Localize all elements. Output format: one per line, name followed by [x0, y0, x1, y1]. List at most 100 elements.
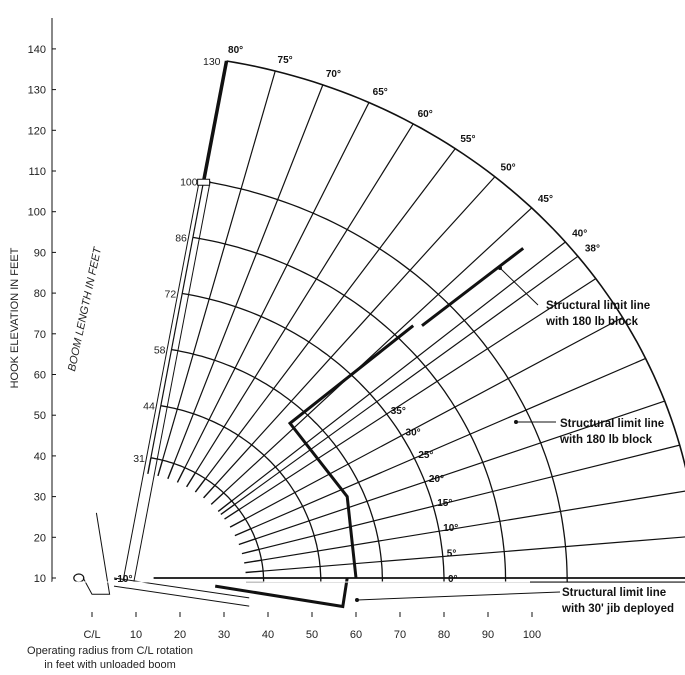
ray-angle-50	[214, 176, 496, 486]
callout-arrow-2	[514, 420, 518, 424]
x-tick-label-80: 80	[438, 629, 450, 641]
angle-label-40: 40°	[572, 229, 587, 240]
angle-label-35: 35°	[391, 406, 406, 417]
y-tick-label-70: 70	[34, 329, 46, 341]
ray-angle-25	[250, 357, 646, 530]
angle-label-70: 70°	[326, 69, 341, 80]
callout-3-line-1: Structural limit line	[562, 587, 666, 599]
ray-angle-35	[238, 278, 597, 511]
x-tick-label-20: 20	[174, 629, 186, 641]
x-tick-labels: C/L 10 20 30 40 50 60 70 80 90 100	[83, 612, 541, 641]
callout-1-line-1: Structural limit line	[546, 300, 650, 312]
x-axis-title-line-1: Operating radius from C/L rotation	[27, 645, 193, 657]
limit-line-3	[214, 577, 349, 609]
angle-label-15: 15°	[437, 498, 452, 509]
y-tick-label-30: 30	[34, 492, 46, 504]
tick-angle-60	[186, 472, 196, 488]
angle-label-5: 5°	[447, 549, 457, 560]
x-tick-label-70: 70	[394, 629, 406, 641]
boom-angle-labels: 80° 75° 70° 65° 60° 55° 50° 45° 40° 38° 35°30° 25° 2…	[114, 45, 600, 585]
angle-label-30: 30°	[406, 428, 421, 439]
boom-length-label-58: 58	[154, 345, 166, 357]
x-tick-label-100: 100	[523, 629, 541, 641]
angle-label-38: 38°	[585, 243, 600, 254]
jib	[201, 60, 229, 182]
x-tick-label-40: 40	[262, 629, 274, 641]
tick-angle-20	[238, 538, 256, 546]
angle-label-20: 20°	[429, 474, 444, 485]
boom-length-label-31: 31	[133, 453, 145, 465]
ray-angle-65	[184, 102, 370, 468]
callout-leader-3	[356, 591, 561, 601]
boom-heel	[73, 573, 85, 583]
y-tick-label-130: 130	[28, 85, 46, 97]
tick-angle-38	[220, 503, 236, 515]
ray-angle-40	[231, 241, 566, 502]
angle-label-45: 45°	[538, 194, 553, 205]
limit-lines	[214, 247, 561, 609]
boom-low-outline-top	[113, 577, 250, 599]
y-tick-label-60: 60	[34, 370, 46, 382]
callout-2-line-2: with 180 lb block	[559, 434, 653, 446]
tick-angle-40	[217, 500, 233, 512]
axes	[51, 18, 685, 583]
tick-angle-45	[210, 492, 225, 505]
tick-angle-15	[241, 548, 260, 555]
tick-angle-70	[167, 463, 175, 480]
boom-length-label-72: 72	[165, 288, 177, 300]
boom-sketch	[73, 60, 250, 607]
tick-angle-80	[147, 457, 152, 474]
callouts: Structural limit line with 180 lb block …	[545, 300, 674, 615]
callout-2-line-1: Structural limit line	[560, 418, 664, 430]
boom-length-axis-title: BOOM LENGTH IN FEET	[66, 245, 104, 372]
y-tick-labels: 10 20 30 40 50 60 70 80 90 100 110 120 130 140	[28, 44, 56, 585]
tick-angle-35	[224, 509, 240, 520]
ray-angle-75	[161, 70, 276, 461]
boom-low-outline-bottom	[113, 585, 250, 607]
ray-angle-38	[234, 255, 579, 505]
y-tick-label-110: 110	[28, 166, 46, 178]
callout-1-line-2: with 180 lb block	[545, 316, 639, 328]
x-tick-label-90: 90	[482, 629, 494, 641]
angle-label-0: 0°	[448, 574, 458, 585]
ray-angle-15	[258, 444, 680, 550]
tick-angle-10	[244, 559, 262, 564]
tick-angle-30	[229, 518, 246, 528]
x-tick-label-50: 50	[306, 629, 318, 641]
callout-leader-1	[499, 267, 539, 306]
ray-angle-30	[245, 316, 623, 520]
ray-angle-20	[255, 400, 665, 540]
ray-angle-10	[261, 490, 685, 561]
y-tick-label-50: 50	[34, 410, 46, 422]
limit-line-2	[287, 324, 415, 579]
angle-label-60: 60°	[418, 109, 433, 120]
boom-length-label-86: 86	[175, 232, 187, 244]
ray-angle-5	[263, 536, 685, 572]
angle-label-80: 80°	[228, 45, 243, 56]
ray-angle-45	[223, 207, 533, 494]
tick-angle-75	[157, 460, 164, 477]
boom-length-label-44: 44	[143, 401, 155, 413]
ray-angle-60	[194, 123, 414, 474]
y-tick-label-120: 120	[28, 125, 46, 137]
x-tick-label-60: 60	[350, 629, 362, 641]
y-tick-label-80: 80	[34, 288, 46, 300]
boom-length-labels: 31 44 58 72 86 100 130	[133, 56, 220, 465]
jib-connector	[197, 178, 211, 186]
y-tick-label-140: 140	[28, 44, 46, 56]
angle-label-25: 25°	[418, 450, 433, 461]
x-tick-label-30: 30	[218, 629, 230, 641]
angle-label-10: 10°	[443, 523, 458, 534]
tick-angle-5	[245, 570, 264, 574]
callout-arrow-3	[355, 598, 359, 602]
ray-angle-55	[204, 148, 456, 480]
boom-outline-left	[122, 181, 200, 583]
y-tick-label-90: 90	[34, 247, 46, 259]
y-axis-title: HOOK ELEVATION IN FEET	[9, 247, 21, 388]
angle-label-50: 50°	[501, 163, 516, 174]
angle-label-65: 65°	[373, 87, 388, 98]
x-tick-label-10: 10	[130, 629, 142, 641]
x-tick-label-C/L: C/L	[83, 629, 100, 641]
arc-boom-130	[226, 60, 685, 469]
